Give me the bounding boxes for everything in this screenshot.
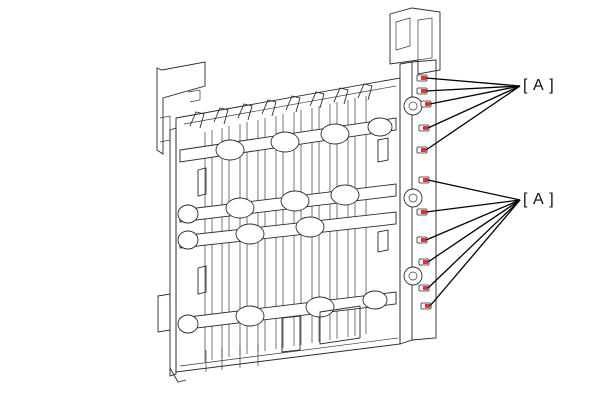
callout-label-lower: [ A ] xyxy=(523,191,555,208)
screw-red-marker xyxy=(423,260,428,264)
gear-middle xyxy=(403,188,423,208)
roller-shaft-top xyxy=(179,117,397,163)
screw-red-marker xyxy=(425,304,430,308)
bottom-feet xyxy=(157,293,361,383)
left-bracket xyxy=(156,61,206,155)
right-upright xyxy=(389,7,441,345)
screw-red-marker xyxy=(423,178,428,182)
frame-clips xyxy=(197,137,389,295)
roller-shaft-lower-middle xyxy=(177,211,397,250)
callout-leaders-upper xyxy=(425,77,521,151)
gear-upper xyxy=(403,96,423,116)
gear-lower xyxy=(403,266,423,286)
screw-red-marker xyxy=(421,89,426,93)
screw-red-marker xyxy=(423,126,428,130)
screw-red-marker xyxy=(421,76,426,80)
screw-markers xyxy=(416,74,432,310)
roller-shaft-upper-middle xyxy=(177,183,397,224)
roller-shaft-bottom xyxy=(177,290,397,334)
screw-red-marker xyxy=(421,238,426,242)
screw-red-marker xyxy=(421,210,426,214)
callout-label-upper: [ A ] xyxy=(523,77,555,94)
callout-leaders-lower xyxy=(425,179,521,307)
top-comb xyxy=(189,83,373,129)
screw-red-marker xyxy=(425,102,430,106)
screw-red-marker xyxy=(421,148,426,152)
screw-red-marker xyxy=(423,286,428,290)
